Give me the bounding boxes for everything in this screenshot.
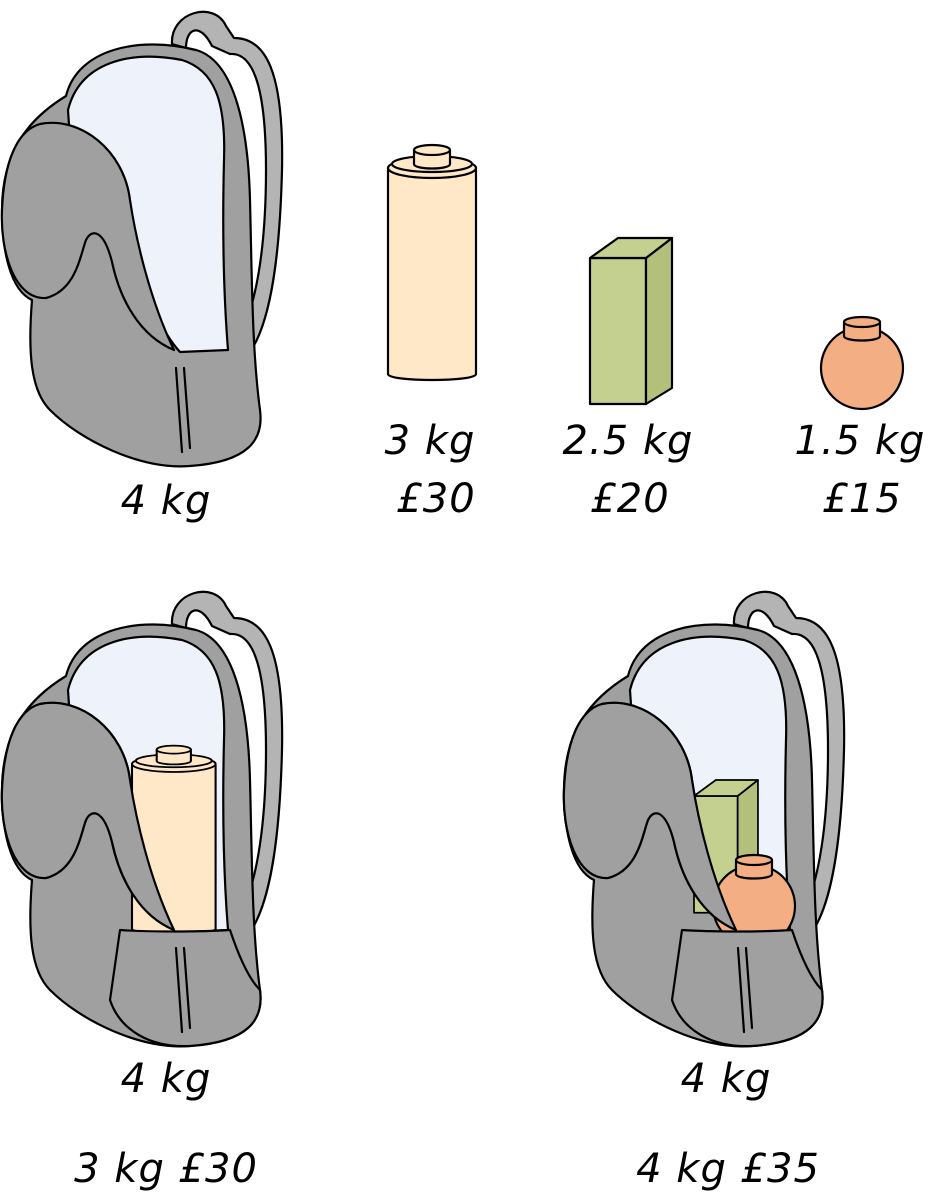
right-bag-weight-label: 4 kg	[681, 1056, 772, 1102]
box-icon	[588, 236, 674, 406]
backpack-weight-label: 4 kg	[121, 478, 212, 524]
bottle-value-label: £30	[396, 476, 475, 522]
jar-value-label: £15	[822, 476, 901, 522]
box-value-label: £20	[590, 476, 669, 522]
box-weight-label: 2.5 kg	[563, 418, 694, 464]
backpack-icon	[0, 10, 284, 468]
right-total-label: 4 kg £35	[636, 1146, 820, 1192]
jar-weight-label: 1.5 kg	[795, 418, 926, 464]
round-jar-icon	[819, 315, 905, 411]
left-bag-weight-label: 4 kg	[121, 1056, 212, 1102]
packed-backpack-right	[562, 590, 846, 1048]
bottle-icon	[386, 143, 478, 382]
packed-backpack-left	[0, 590, 284, 1048]
left-total-label: 3 kg £30	[74, 1146, 258, 1192]
bottle-weight-label: 3 kg	[385, 418, 476, 464]
